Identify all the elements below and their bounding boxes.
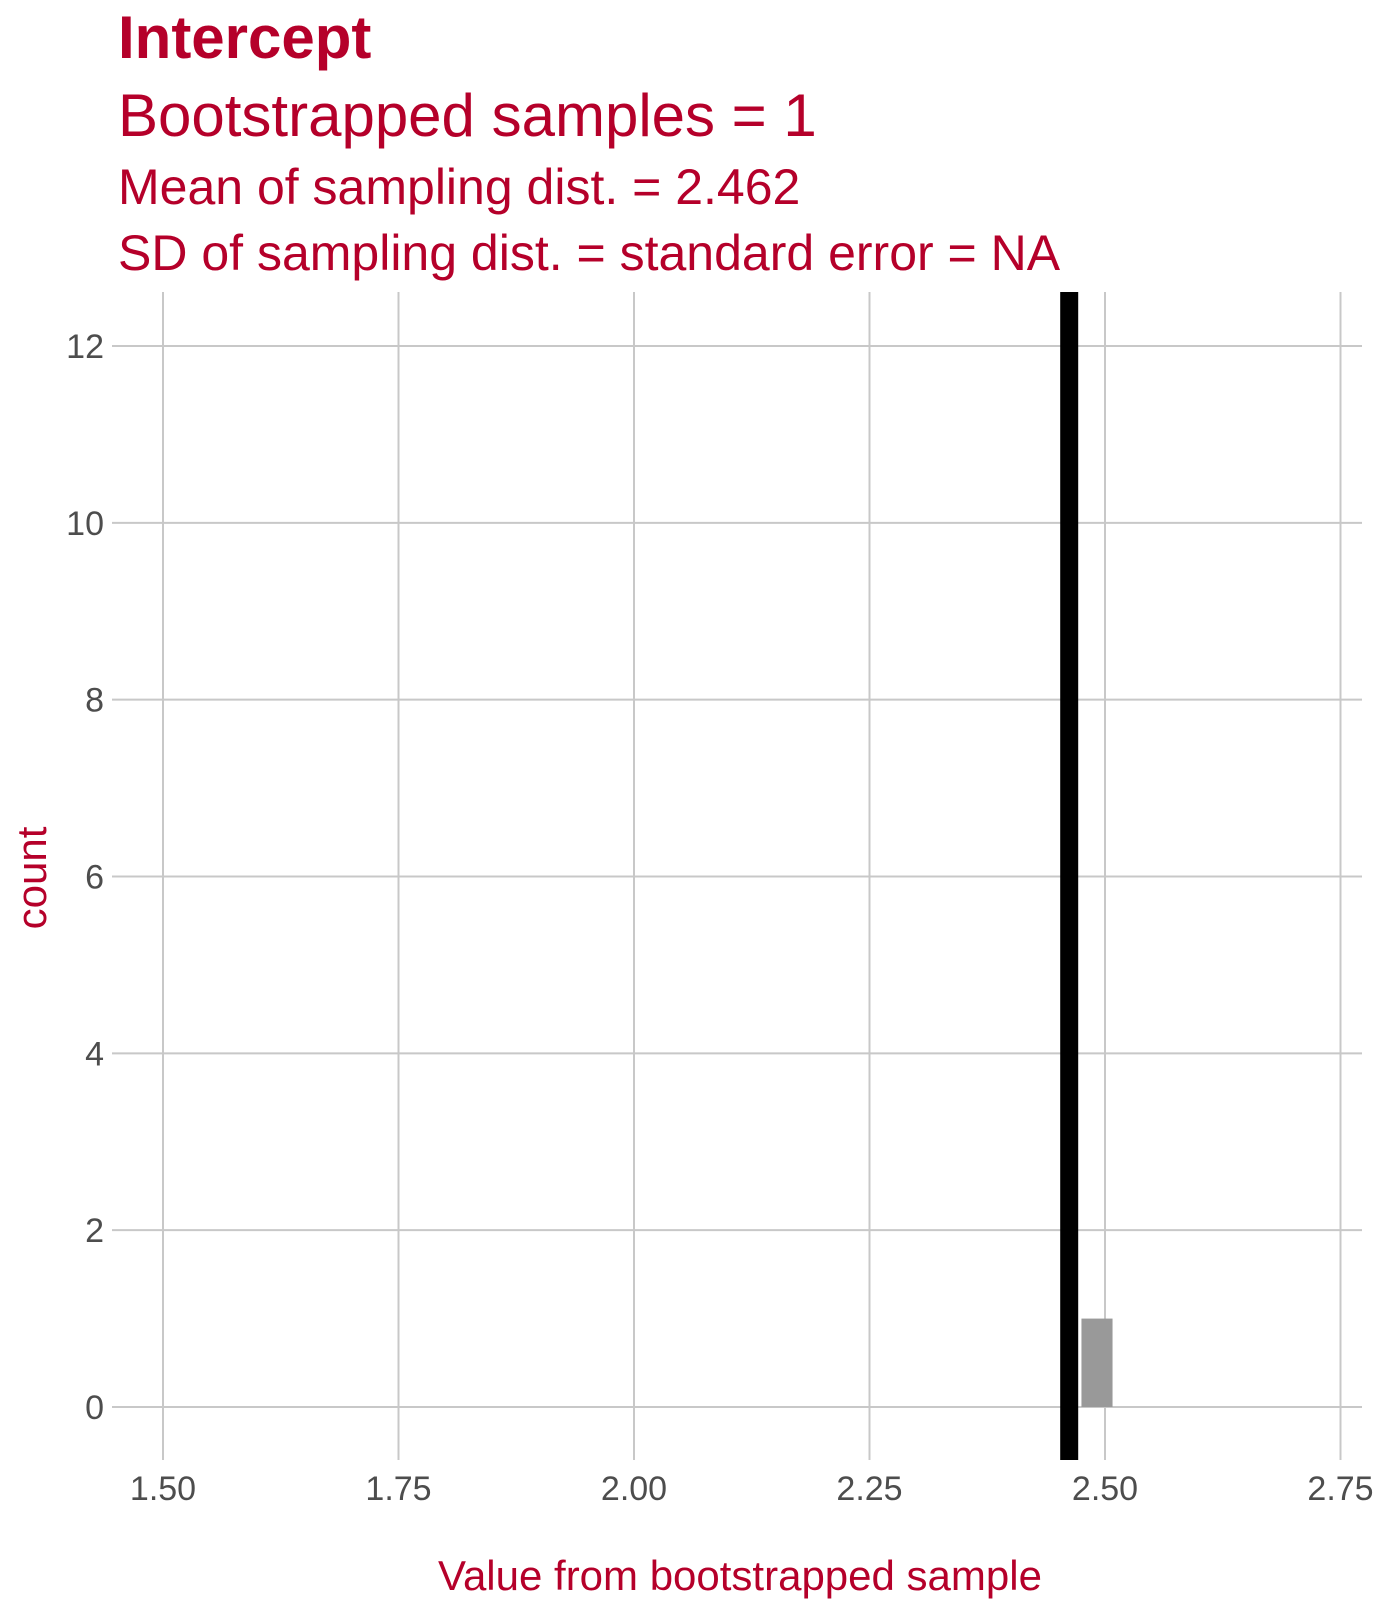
subtitle-sd: SD of sampling dist. = standard error = …: [118, 225, 1061, 281]
histogram-bar: [1081, 1318, 1113, 1407]
bar-layer: [1081, 1318, 1113, 1407]
x-axis-title: Value from bootstrapped sample: [438, 1552, 1042, 1599]
x-tick-label: 1.75: [365, 1470, 431, 1508]
subtitle-mean: Mean of sampling dist. = 2.462: [118, 159, 801, 215]
y-tick-label: 6: [85, 859, 104, 897]
x-tick-label: 1.50: [130, 1470, 196, 1508]
y-tick-label: 10: [66, 505, 104, 543]
y-tick-label: 4: [85, 1035, 104, 1073]
x-tick-label: 2.75: [1307, 1470, 1373, 1508]
y-tick-label: 0: [85, 1389, 104, 1427]
y-tick-label: 2: [85, 1212, 104, 1250]
y-axis-title: count: [8, 826, 55, 929]
chart-title: Intercept: [118, 4, 372, 71]
x-tick-label: 2.50: [1072, 1470, 1138, 1508]
grid-layer: [112, 292, 1362, 1460]
x-tick-label: 2.00: [601, 1470, 667, 1508]
subtitle-bootstrapped-samples: Bootstrapped samples = 1: [118, 82, 817, 149]
y-tick-label: 8: [85, 682, 104, 720]
tick-label-layer: 1.50 1.75 2.00 2.25 2.50 2.75 0 2 4 6 8 10 12: [66, 328, 1373, 1508]
y-tick-label: 12: [66, 328, 104, 366]
x-tick-label: 2.25: [836, 1470, 902, 1508]
